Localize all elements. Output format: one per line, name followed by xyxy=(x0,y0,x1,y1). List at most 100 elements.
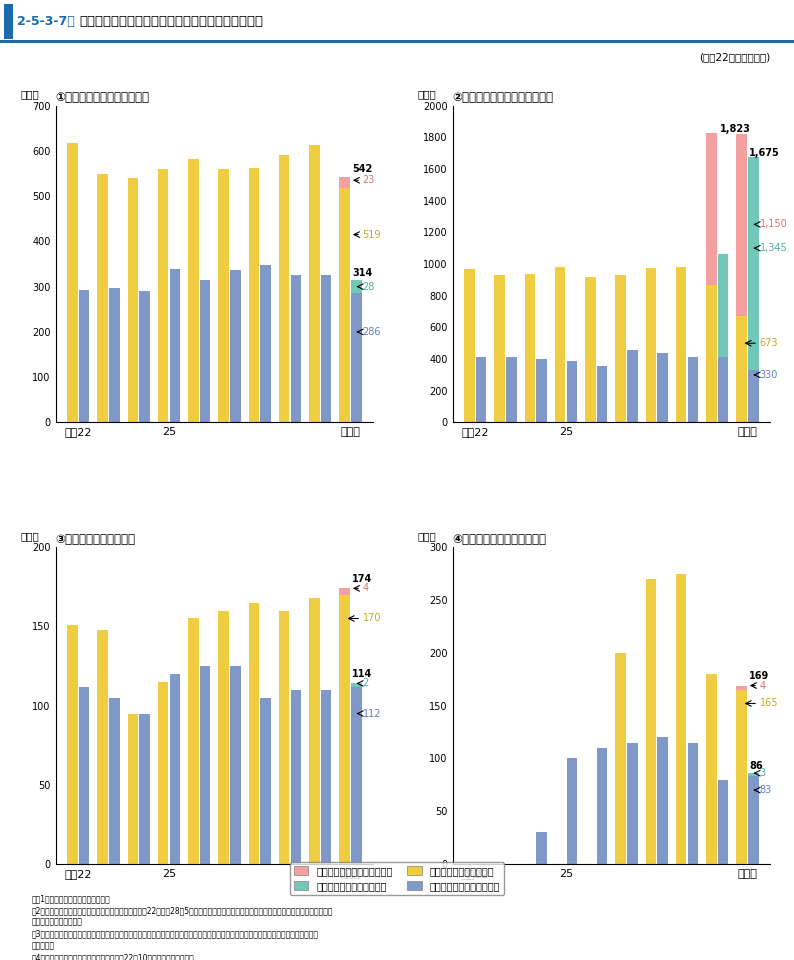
Text: (平成22年～令和元年): (平成22年～令和元年) xyxy=(699,53,770,62)
Bar xyxy=(646,268,656,422)
Bar xyxy=(525,275,535,422)
Text: 86: 86 xyxy=(749,760,762,771)
Bar xyxy=(200,279,210,422)
Bar xyxy=(200,666,210,864)
Bar xyxy=(706,284,717,422)
Text: 1,823: 1,823 xyxy=(720,125,751,134)
Text: ③　暴力防止プログラム: ③ 暴力防止プログラム xyxy=(56,533,136,546)
Bar xyxy=(537,359,547,422)
Text: 2: 2 xyxy=(363,679,369,688)
Text: ①　性犯罪者処遇プログラム: ① 性犯罪者処遇プログラム xyxy=(56,91,149,105)
Y-axis label: （人）: （人） xyxy=(418,531,437,540)
Bar xyxy=(291,275,301,422)
Bar xyxy=(351,293,362,422)
Bar xyxy=(615,653,626,864)
Text: 169: 169 xyxy=(749,671,769,681)
Bar xyxy=(79,290,90,422)
Text: 28: 28 xyxy=(363,281,375,292)
Text: 286: 286 xyxy=(363,327,381,337)
Bar xyxy=(351,280,362,293)
Bar xyxy=(748,773,759,777)
Text: 519: 519 xyxy=(363,229,381,240)
Bar xyxy=(230,666,241,864)
Bar xyxy=(339,594,350,864)
Bar xyxy=(736,689,747,864)
Bar xyxy=(567,758,577,864)
Bar xyxy=(260,698,271,864)
Bar xyxy=(676,267,686,422)
Text: 4: 4 xyxy=(363,584,368,593)
Bar xyxy=(646,579,656,864)
Bar xyxy=(736,316,747,422)
Bar xyxy=(464,269,475,422)
Y-axis label: （人）: （人） xyxy=(21,531,40,540)
Text: 542: 542 xyxy=(352,164,372,174)
Text: ②　薬物再乱用防止プログラム: ② 薬物再乱用防止プログラム xyxy=(453,91,553,105)
Bar xyxy=(158,682,168,864)
Bar xyxy=(140,291,150,422)
Bar xyxy=(67,143,78,422)
Bar xyxy=(109,698,120,864)
Y-axis label: （人）: （人） xyxy=(418,89,437,99)
Text: 673: 673 xyxy=(760,338,778,348)
Bar xyxy=(476,357,487,422)
Bar xyxy=(351,684,362,686)
Text: ④　飲酒運転防止プログラム: ④ 飲酒運転防止プログラム xyxy=(453,533,546,546)
Bar xyxy=(585,277,596,422)
Text: 170: 170 xyxy=(363,613,381,623)
Text: 1,675: 1,675 xyxy=(749,148,780,158)
Bar xyxy=(309,145,320,422)
Legend: 仮釈放者（一部執行猟予者）, 保護観察付一部執行猟予者, 仮釈放者（全部実刑者）, 保護観察付全部執行猟予者: 仮釈放者（一部執行猟予者）, 保護観察付一部執行猟予者, 仮釈放者（全部実刑者）… xyxy=(290,862,504,895)
Bar xyxy=(158,169,168,422)
Bar xyxy=(537,832,547,864)
Bar xyxy=(567,361,577,422)
Bar xyxy=(4,4,13,38)
Bar xyxy=(555,267,565,422)
Bar xyxy=(140,713,150,864)
Bar xyxy=(351,686,362,864)
Bar xyxy=(0,39,794,43)
Text: 専門的処遇プログラムによる処遇の開始人員の推移: 専門的処遇プログラムによる処遇の開始人員の推移 xyxy=(79,15,264,28)
Bar xyxy=(188,159,198,422)
Bar xyxy=(309,598,320,864)
Bar xyxy=(495,276,505,422)
Bar xyxy=(676,573,686,864)
Bar xyxy=(170,269,180,422)
Bar xyxy=(279,156,289,422)
Bar xyxy=(188,618,198,864)
Bar xyxy=(109,288,120,422)
Bar xyxy=(79,686,90,864)
Bar xyxy=(339,588,350,594)
Y-axis label: （人）: （人） xyxy=(21,89,40,99)
Bar xyxy=(657,737,668,864)
Bar xyxy=(98,174,108,422)
Bar xyxy=(706,674,717,864)
Bar xyxy=(339,177,350,187)
Bar xyxy=(627,743,638,864)
Bar xyxy=(279,611,289,864)
Bar xyxy=(736,685,747,689)
Bar xyxy=(98,630,108,864)
Bar xyxy=(688,357,698,422)
Bar xyxy=(230,271,241,422)
Bar xyxy=(291,689,301,864)
Bar xyxy=(597,366,607,422)
Text: 174: 174 xyxy=(352,574,372,584)
Bar xyxy=(218,611,229,864)
Text: 314: 314 xyxy=(352,268,372,278)
Bar xyxy=(718,357,728,422)
Bar xyxy=(657,352,668,422)
Bar xyxy=(706,132,717,284)
Bar xyxy=(170,674,180,864)
Bar xyxy=(615,276,626,422)
Bar xyxy=(748,371,759,422)
Bar xyxy=(718,780,728,864)
Text: 注　1　法務省保護局の資料による。
　2　「薬物再乱用防止プログラム」については，平成22年から28年5月までは，「覚せい刑事事件者処遇プログラム」による処遇の: 注 1 法務省保護局の資料による。 2 「薬物再乱用防止プログラム」については，… xyxy=(32,894,333,960)
Text: 114: 114 xyxy=(352,669,372,679)
Bar xyxy=(627,349,638,422)
Bar xyxy=(736,133,747,316)
Bar xyxy=(249,168,259,422)
Text: 23: 23 xyxy=(363,176,375,185)
Bar xyxy=(128,178,138,422)
Text: 165: 165 xyxy=(760,699,778,708)
